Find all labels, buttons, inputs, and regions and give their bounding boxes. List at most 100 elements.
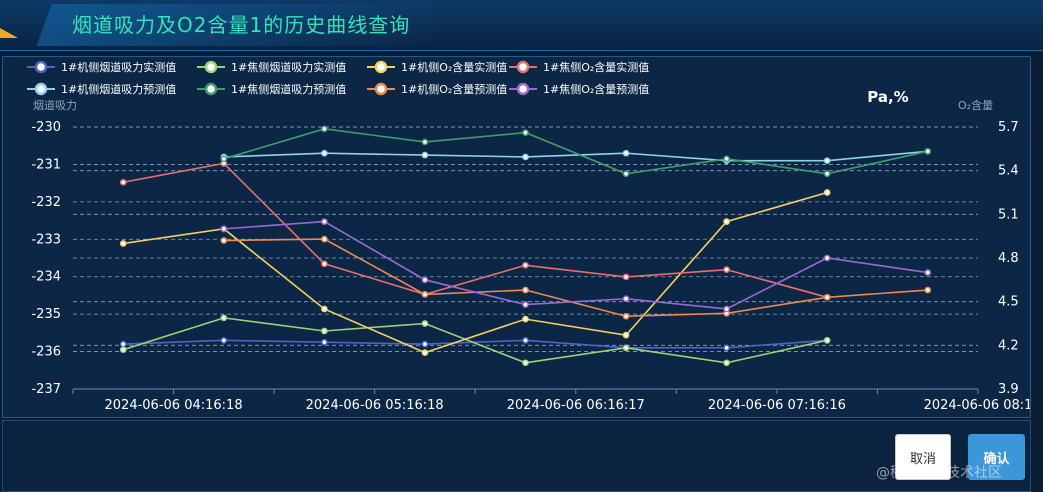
series-line: [123, 191, 828, 354]
data-point: [622, 149, 630, 157]
legend: 1#机侧烟道吸力实测值 1#焦侧烟道吸力实测值 1#机侧O₂含量实测值 1#焦侧O₂含…: [27, 60, 649, 96]
y-right-tick: 4.5: [998, 295, 1019, 310]
x-tick-label: 2024-06-06 08:1: [924, 398, 1030, 413]
legend-label: 1#焦侧烟道吸力实测值: [231, 60, 346, 74]
data-point: [823, 254, 831, 262]
legend-label: 1#机侧O₂含量预测值: [401, 82, 507, 96]
footer-bar: [2, 420, 1031, 492]
data-point: [321, 260, 328, 268]
series-line: [123, 162, 828, 299]
data-point: [119, 346, 127, 354]
data-point: [522, 315, 529, 323]
y-left-tick: -234: [31, 270, 61, 285]
data-point: [321, 305, 328, 313]
data-point: [522, 129, 529, 136]
y-right-tick: 4.8: [998, 251, 1019, 266]
data-point: [220, 336, 228, 344]
y-left-tick: -231: [31, 157, 61, 172]
data-point: [823, 293, 831, 301]
data-point: [522, 261, 529, 269]
data-point: [823, 189, 831, 196]
data-point: [421, 138, 429, 146]
legend-item[interactable]: 1#机侧烟道吸力实测值: [27, 60, 176, 74]
y-left-tick: -232: [31, 195, 61, 210]
watermark: @稀土掘金技术社区: [876, 465, 1002, 481]
data-point: [723, 359, 730, 367]
y-axis-left: -230 -231 -232 -233 -234 -235 -236 -237: [31, 120, 61, 397]
data-point: [522, 301, 529, 308]
data-point: [220, 314, 228, 322]
data-point: [823, 157, 831, 165]
data-point: [421, 320, 429, 327]
y-left-tick: -237: [31, 382, 61, 397]
data-point: [522, 286, 529, 294]
series-lines: [119, 125, 932, 367]
legend-item[interactable]: 1#焦侧O₂含量预测值: [509, 82, 649, 96]
legend-item[interactable]: 1#焦侧烟道吸力实测值: [197, 60, 346, 74]
data-point: [421, 349, 429, 356]
x-tick-label: 2024-06-06 05:16:18: [306, 398, 444, 413]
legend-item[interactable]: 1#机侧O₂含量预测值: [367, 82, 507, 96]
data-point: [421, 340, 429, 348]
corner-mark: [0, 28, 18, 38]
line-chart: 1#机侧烟道吸力实测值 1#焦侧烟道吸力实测值 1#机侧O₂含量实测值 1#焦侧O₂含…: [27, 60, 1032, 413]
data-point: [622, 273, 630, 281]
data-point: [421, 151, 429, 159]
data-point: [321, 149, 328, 157]
series-line: [123, 317, 828, 364]
unit-label: Pa,%: [867, 88, 908, 106]
data-point: [622, 295, 630, 303]
data-point: [522, 359, 529, 367]
y-right-tick: 5.7: [998, 120, 1019, 135]
chart-panel: 1#机侧烟道吸力实测值 1#焦侧烟道吸力实测值 1#机侧O₂含量实测值 1#焦侧O₂含…: [2, 56, 1032, 418]
data-point: [723, 218, 730, 225]
series-line: [223, 128, 928, 175]
data-point: [321, 218, 328, 225]
data-point: [220, 225, 228, 233]
legend-item[interactable]: 1#机侧O₂含量实测值: [367, 60, 507, 74]
data-point: [119, 340, 127, 348]
y-right-tick: 5.4: [998, 164, 1019, 179]
data-point: [823, 170, 831, 178]
series-line: [223, 220, 928, 310]
y-axis-left-title: 烟道吸力: [33, 98, 77, 112]
data-point: [924, 286, 932, 294]
data-point: [622, 170, 630, 178]
y-left-tick: -230: [31, 120, 61, 135]
title-bar: 烟道吸力及O2含量1的历史曲线查询: [0, 0, 1043, 51]
legend-label: 1#焦侧烟道吸力预测值: [231, 82, 346, 96]
data-point: [220, 155, 228, 163]
x-tick-label: 2024-06-06 06:16:17: [507, 398, 645, 413]
legend-label: 1#机侧烟道吸力预测值: [61, 82, 176, 96]
cancel-button[interactable]: 取消: [895, 434, 951, 480]
x-tick-label: 2024-06-06 04:16:18: [105, 398, 243, 413]
y-left-tick: -233: [31, 232, 61, 247]
data-point: [622, 312, 630, 320]
y-left-tick: -236: [31, 345, 61, 360]
data-point: [723, 266, 730, 273]
legend-label: 1#焦侧O₂含量实测值: [543, 60, 649, 74]
y-right-tick: 5.1: [998, 207, 1019, 222]
series-line: [123, 339, 828, 349]
y-left-tick: -235: [31, 307, 61, 322]
data-point: [924, 269, 932, 276]
y-axis-right-title: O₂含量: [958, 98, 993, 112]
y-right-tick: 3.9: [998, 382, 1019, 397]
series-line: [223, 238, 928, 318]
x-axis: 2024-06-06 04:16:18 2024-06-06 05:16:18 20…: [72, 388, 1032, 413]
legend-item[interactable]: 1#焦侧O₂含量实测值: [509, 60, 649, 74]
legend-item[interactable]: 1#焦侧烟道吸力预测值: [197, 82, 346, 96]
data-point: [119, 178, 127, 186]
data-point: [723, 344, 730, 352]
legend-label: 1#焦侧O₂含量预测值: [543, 82, 649, 96]
data-point: [924, 147, 932, 155]
data-point: [321, 327, 328, 335]
legend-label: 1#机侧烟道吸力实测值: [61, 60, 176, 74]
data-point: [723, 155, 730, 163]
confirm-button[interactable]: 确认: [968, 434, 1025, 480]
data-point: [421, 276, 429, 284]
data-point: [321, 235, 328, 243]
data-point: [220, 237, 228, 244]
legend-item[interactable]: 1#机侧烟道吸力预测值: [27, 82, 176, 96]
data-point: [119, 240, 127, 247]
